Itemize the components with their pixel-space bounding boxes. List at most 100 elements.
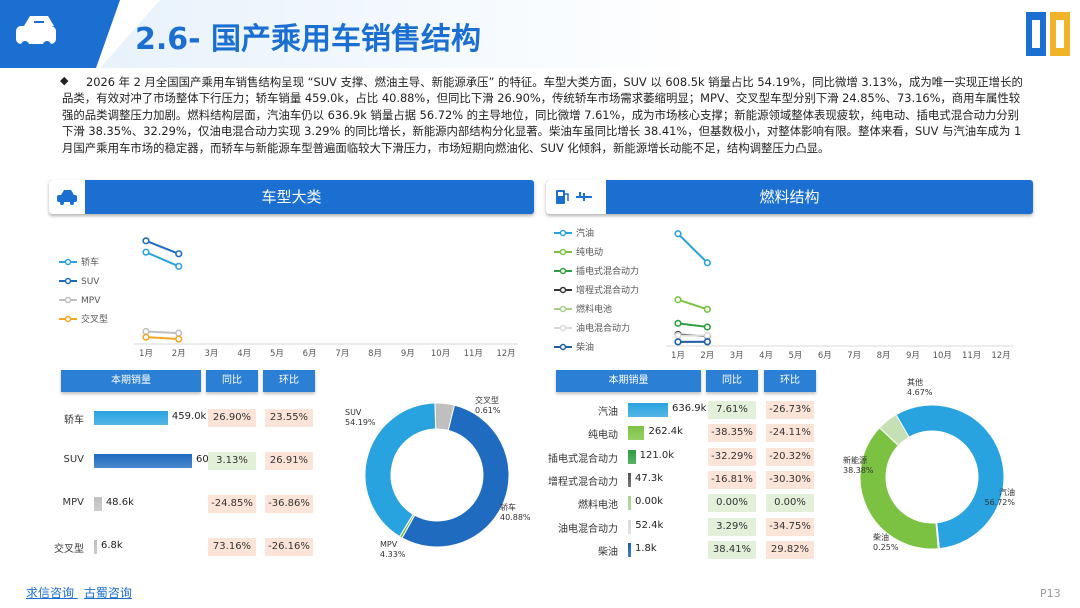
x-tick-label: 1月 xyxy=(139,349,153,359)
row-label-轿车: 轿车 xyxy=(64,415,84,426)
summary-bullet: ◆ xyxy=(60,74,69,87)
x-tick-label: 10月 xyxy=(933,351,952,360)
row-label-插电式混合动力: 插电式混合动力 xyxy=(548,453,618,465)
x-tick-label: 7月 xyxy=(335,349,349,359)
left-panel-title: 车型大类 xyxy=(261,188,322,206)
row-label-增程式混合动力: 增程式混合动力 xyxy=(548,476,618,488)
value-label-柴油: 1.8k xyxy=(635,542,657,554)
slice-label-其他: 其他 xyxy=(907,377,923,387)
yoy-cell-轿车: 26.90% xyxy=(208,409,256,427)
data-point-SUV xyxy=(142,237,150,245)
x-tick-label: 9月 xyxy=(906,351,920,360)
x-tick-label: 12月 xyxy=(991,351,1010,360)
footer-link-1[interactable]: 求信咨询 xyxy=(26,586,75,600)
legend-label-油电混合动力: 油电混合动力 xyxy=(576,322,630,334)
table-header-1: 同比 xyxy=(206,370,258,392)
value-label-增程式混合动力: 47.3k xyxy=(635,472,664,484)
slice-label-MPV: MPV xyxy=(380,540,398,549)
mom-cell-油电混合动力: -34.75% xyxy=(766,517,814,536)
table-header-0: 本期销量 xyxy=(556,370,701,392)
value-bar-纯电动 xyxy=(628,426,645,441)
legend-marker xyxy=(559,267,567,275)
legend-marker xyxy=(559,305,567,313)
data-point-MPV xyxy=(142,327,150,336)
legend-label-SUV: SUV xyxy=(81,277,100,287)
x-tick-label: 10月 xyxy=(431,349,450,359)
data-point-汽油 xyxy=(674,230,682,238)
slice-label-SUV: SUV xyxy=(345,408,362,417)
mom-cell-插电式混合动力: -20.32% xyxy=(766,447,814,466)
yoy-cell-燃料电池: 0.00% xyxy=(708,494,756,513)
fuel-type-line-chart: 1月 2月 3月 4月 5月 6月 7月 8月 9月 10月 11月 12月 汽油纯电动插电式混合动力增… xyxy=(554,227,1013,360)
slice-其他 xyxy=(878,413,910,447)
value-bar-插电式混合动力 xyxy=(628,449,636,464)
x-tick-label: 6月 xyxy=(303,349,317,359)
value-bar-油电混合动力 xyxy=(628,519,632,534)
mom-cell-SUV: 26.91% xyxy=(265,452,313,470)
data-point-SUV xyxy=(175,250,183,258)
car-icon xyxy=(49,180,85,214)
series-line-插电式混合动力 xyxy=(677,322,708,328)
value-bar-汽油 xyxy=(628,403,668,417)
slice-轿车 xyxy=(364,402,437,538)
slice-label-交叉型: 交叉型 xyxy=(475,395,499,405)
vehicle-type-table: 本期销量同比环比轿车459.0k26.90%23.55%SUV608.5k3.1… xyxy=(49,370,349,570)
left-panel-header: 车型大类 xyxy=(49,180,534,214)
header-accent xyxy=(0,0,120,68)
legend-marker xyxy=(64,315,72,323)
data-point-柴油 xyxy=(703,338,711,346)
slice-MPV xyxy=(434,402,456,431)
data-point-汽油 xyxy=(703,259,711,267)
legend-marker xyxy=(64,296,72,304)
legend-marker xyxy=(559,229,567,237)
value-label-轿车: 459.0k xyxy=(171,411,207,422)
slice-value-柴油: 0.25% xyxy=(873,543,899,552)
slice-value-MPV: 4.33% xyxy=(380,550,406,559)
x-tick-label: 3月 xyxy=(730,351,744,360)
legend-label-增程式混合动力: 增程式混合动力 xyxy=(576,284,639,296)
footer-links: 求信咨询 古蜀咨询 xyxy=(26,584,132,601)
legend-label-纯电动: 纯电动 xyxy=(576,246,603,258)
value-label-MPV: 48.6k xyxy=(105,497,134,508)
x-tick-label: 6月 xyxy=(818,351,832,360)
footer-link-2[interactable]: 古蜀咨询 xyxy=(83,586,132,600)
data-point-轿车 xyxy=(142,248,150,256)
x-tick-label: 4月 xyxy=(237,349,251,359)
slice-value-交叉型: 0.61% xyxy=(475,406,501,415)
slice-label-轿车: 轿车 xyxy=(500,502,516,512)
data-point-油电混合动力 xyxy=(703,331,711,340)
table-header-0: 本期销量 xyxy=(61,370,201,392)
row-label-柴油: 柴油 xyxy=(598,546,618,558)
summary-text: 2026 年 2 月全国国产乘用车销售结构呈现 “SUV 支撑、燃油主导、新能源… xyxy=(62,75,1023,155)
data-point-轿车 xyxy=(175,262,183,270)
mom-cell-MPV: -36.86% xyxy=(265,495,313,513)
legend-marker xyxy=(559,248,567,256)
slice-label-柴油: 柴油 xyxy=(873,532,889,542)
slice-value-汽油: 56.72% xyxy=(984,498,1015,507)
mom-cell-燃料电池: 0.00% xyxy=(766,494,814,513)
series-line-汽油 xyxy=(677,233,709,264)
value-bar-SUV xyxy=(94,454,192,468)
mom-cell-增程式混合动力: -30.30% xyxy=(766,470,814,489)
legend-label-柴油: 柴油 xyxy=(576,341,594,353)
legend-marker xyxy=(559,324,567,332)
x-tick-label: 4月 xyxy=(759,351,773,360)
legend-marker xyxy=(64,277,72,285)
data-point-插电式混合动力 xyxy=(703,323,711,331)
x-tick-label: 1月 xyxy=(671,351,685,360)
value-bar-轿车 xyxy=(94,411,168,425)
table-header-1: 同比 xyxy=(706,370,758,392)
slice-value-SUV: 54.19% xyxy=(345,418,376,427)
yoy-cell-增程式混合动力: -16.81% xyxy=(708,470,756,489)
value-label-纯电动: 262.4k xyxy=(648,426,683,438)
slice-新能源 xyxy=(859,427,939,550)
x-tick-label: 5月 xyxy=(788,351,802,360)
x-tick-label: 11月 xyxy=(464,349,483,359)
fuel-type-table: 本期销量 同比 环比 汽油 636.9k 7.61% -26.73% 纯电动 262.4k -38… xyxy=(546,370,836,570)
yoy-cell-柴油: 38.41% xyxy=(708,540,756,559)
x-tick-label: 9月 xyxy=(401,349,415,359)
page-title: 2.6- 国产乘用车销售结构 xyxy=(135,22,482,57)
mom-cell-柴油: 29.82% xyxy=(766,540,814,559)
